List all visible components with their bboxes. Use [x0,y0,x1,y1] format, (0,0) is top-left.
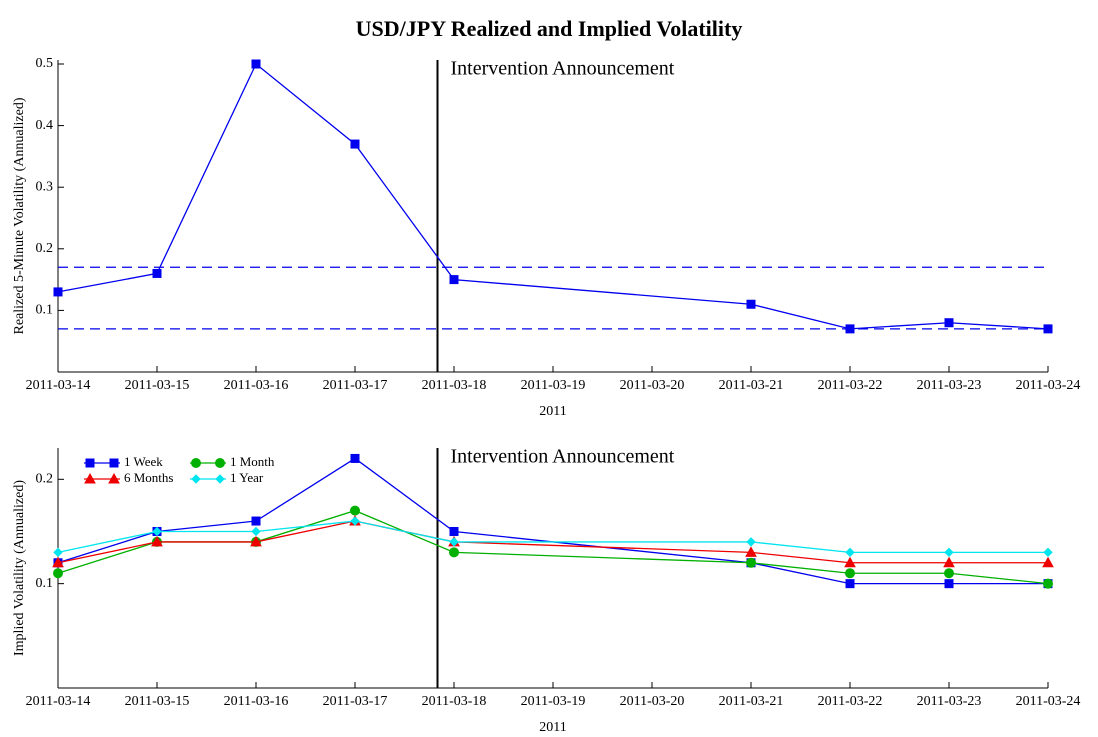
legend-marker [85,458,95,468]
data-point [845,324,855,334]
y-tick-label: 0.5 [36,56,54,71]
y-axis-label: Realized 5-Minute Volatility (Annualized… [12,97,27,334]
data-point [1043,547,1053,558]
x-tick-label: 2011-03-21 [719,378,784,393]
x-tick-label: 2011-03-23 [917,694,982,709]
legend-marker [191,474,201,484]
x-tick-label: 2011-03-24 [1016,378,1081,393]
data-point [1043,578,1053,589]
data-point [350,505,360,516]
data-point [845,547,855,558]
data-point [1043,324,1053,334]
data-point [944,318,954,328]
legend-marker [109,458,119,468]
data-point [449,547,459,558]
data-point [943,556,955,568]
data-point [944,579,954,589]
x-tick-label: 2011-03-18 [422,378,487,393]
data-point [746,557,756,568]
x-tick-label: 2011-03-15 [125,378,190,393]
x-tick-label: 2011-03-21 [719,694,784,709]
x-tick-label: 2011-03-14 [26,378,91,393]
chart-title: USD/JPY Realized and Implied Volatility [356,16,743,41]
y-tick-label: 0.3 [36,179,54,194]
series-line [57,62,1049,330]
x-tick-label: 2011-03-22 [818,378,883,393]
legend-marker [108,472,120,484]
y-tick-label: 0.1 [36,303,54,318]
data-point [350,453,360,463]
data-point [53,568,63,579]
data-point [845,579,855,589]
data-point [251,59,261,69]
data-point [350,516,360,526]
data-point [350,139,360,149]
x-tick-label: 2011-03-20 [620,694,685,709]
y-tick-label: 0.2 [36,241,54,256]
data-point [449,526,459,536]
data-point [251,516,261,526]
x-tick-label: 2011-03-24 [1016,694,1081,709]
legend-marker [215,458,225,468]
data-point [250,535,262,547]
data-point [845,568,855,579]
legend-marker [215,474,225,484]
legend-marker [191,458,201,468]
data-point [1042,556,1054,568]
y-axis-label: Implied Volatility (Annualized) [12,480,27,656]
data-point [151,535,163,547]
x-tick-label: 2011-03-23 [917,378,982,393]
data-point [52,556,64,568]
legend-label: 1 Month [230,454,275,469]
y-tick-label: 0.1 [36,576,54,591]
x-axis-label: 2011 [539,404,566,419]
x-tick-label: 2011-03-17 [323,694,388,709]
series-line [57,457,1048,585]
data-point [844,556,856,568]
x-tick-label: 2011-03-16 [224,694,289,709]
x-tick-label: 2011-03-17 [323,378,388,393]
y-tick-label: 0.2 [36,472,54,487]
x-tick-label: 2011-03-14 [26,694,91,709]
data-point [152,526,162,537]
data-point [746,299,756,309]
legend-label: 1 Year [230,470,264,485]
legend-label: 1 Week [124,454,163,469]
data-point [53,287,63,297]
x-tick-label: 2011-03-18 [422,694,487,709]
y-tick-label: 0.4 [36,118,54,133]
x-tick-label: 2011-03-19 [521,378,586,393]
annotation: Intervention Announcement [451,446,675,468]
legend-label: 6 Months [124,470,173,485]
data-point [53,547,63,558]
x-tick-label: 2011-03-16 [224,378,289,393]
x-tick-label: 2011-03-15 [125,694,190,709]
x-tick-label: 2011-03-20 [620,378,685,393]
data-point [944,568,954,579]
data-point [152,268,162,278]
series-line [57,509,1049,585]
annotation: Intervention Announcement [451,58,675,80]
data-point [251,526,261,537]
legend-marker [84,472,96,484]
data-point [746,537,756,547]
x-axis-label: 2011 [539,720,566,735]
data-point [449,537,459,547]
data-point [449,275,459,285]
x-tick-label: 2011-03-22 [818,694,883,709]
data-point [745,546,757,557]
data-point [944,547,954,558]
x-tick-label: 2011-03-19 [521,694,586,709]
